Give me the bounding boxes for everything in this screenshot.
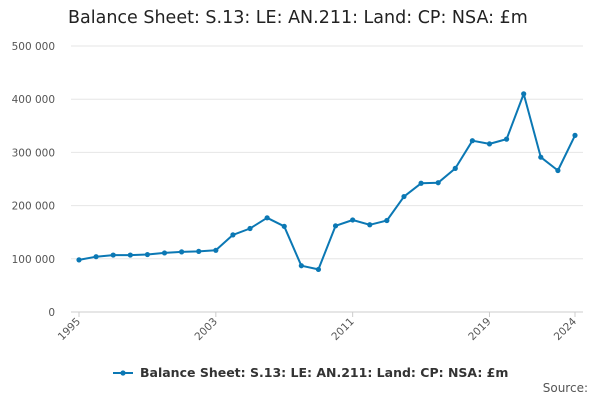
data-point[interactable]	[144, 251, 151, 258]
data-point[interactable]	[418, 180, 424, 186]
data-point[interactable]	[298, 263, 304, 269]
data-point[interactable]	[264, 215, 270, 221]
data-point[interactable]	[196, 248, 202, 254]
data-point[interactable]	[435, 180, 441, 186]
x-tick-label: 2024	[552, 315, 580, 343]
data-point[interactable]	[247, 225, 253, 232]
legend-label: Balance Sheet: S.13: LE: AN.211: Land: C…	[140, 365, 509, 380]
x-tick-label: 2019	[466, 316, 493, 343]
x-tick-label: 1995	[56, 316, 83, 343]
data-point[interactable]	[127, 252, 133, 258]
data-point[interactable]	[110, 252, 116, 258]
x-tick-label: 2011	[329, 316, 356, 343]
chart-title: Balance Sheet: S.13: LE: AN.211: Land: C…	[68, 8, 528, 28]
data-point[interactable]	[93, 254, 99, 260]
data-point[interactable]	[179, 249, 185, 255]
series-line	[78, 92, 576, 271]
data-point[interactable]	[367, 222, 373, 228]
y-tick-label: 100 000	[12, 254, 55, 266]
data-point[interactable]	[384, 217, 390, 224]
x-axis-ticks: 1995 2003 2011 2019 2024	[56, 312, 580, 343]
data-point[interactable]	[332, 223, 339, 229]
y-tick-label: 500 000	[12, 41, 55, 53]
grid-lines	[71, 45, 583, 260]
data-point[interactable]	[315, 266, 322, 273]
y-tick-label: 300 000	[12, 147, 55, 159]
data-point[interactable]	[521, 91, 527, 97]
x-tick-label: 2003	[193, 316, 220, 343]
y-tick-label: 400 000	[12, 94, 55, 106]
legend-line-icon	[113, 369, 133, 376]
data-point[interactable]	[213, 247, 219, 253]
data-point[interactable]	[452, 165, 458, 171]
data-series	[76, 91, 578, 273]
data-point[interactable]	[538, 154, 544, 160]
data-point[interactable]	[230, 232, 236, 238]
y-axis-ticks: 0 100 000 200 000 300 000 400 000 500 000	[12, 41, 55, 319]
y-tick-label: 0	[48, 307, 55, 319]
data-point[interactable]	[469, 138, 475, 144]
data-point[interactable]	[555, 167, 561, 174]
y-tick-label: 200 000	[12, 201, 55, 213]
data-point[interactable]	[572, 132, 578, 138]
legend[interactable]: Balance Sheet: S.13: LE: AN.211: Land: C…	[112, 365, 508, 380]
source-label: Source:	[542, 381, 588, 395]
data-point[interactable]	[161, 250, 168, 256]
data-point[interactable]	[401, 193, 407, 200]
data-point[interactable]	[76, 257, 82, 263]
data-point[interactable]	[503, 136, 510, 142]
data-point[interactable]	[350, 217, 356, 223]
data-point[interactable]	[486, 141, 493, 147]
data-point[interactable]	[281, 223, 287, 229]
